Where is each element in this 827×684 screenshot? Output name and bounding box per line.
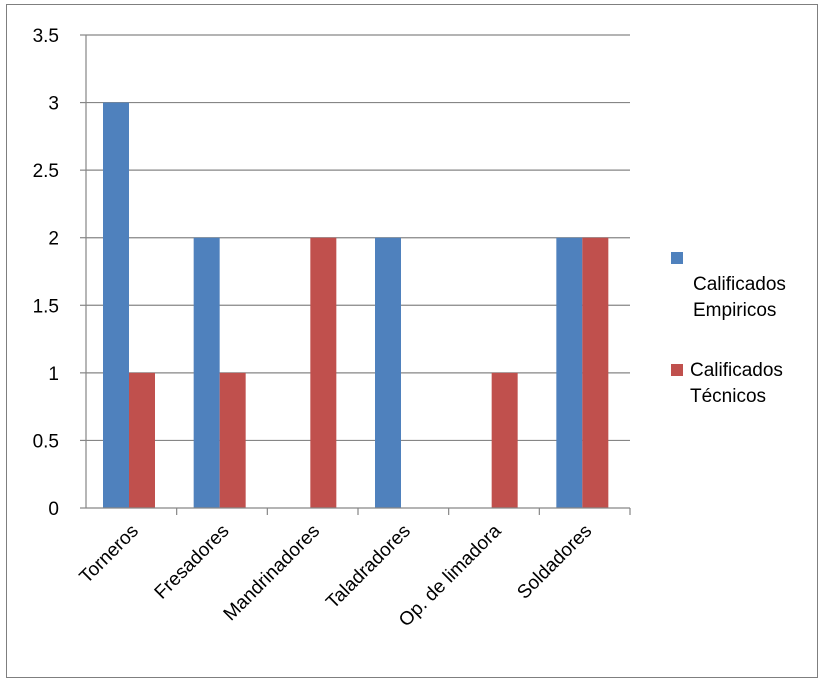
bar-empiricos [193,237,220,508]
chart-frame [6,4,818,678]
y-tick-label: 1 [48,364,59,385]
bar-tecnicos [582,237,609,508]
x-tick-label: Torneros [76,521,143,588]
legend-swatch [671,364,683,376]
gridlines [86,34,630,442]
bar-empiricos [375,237,401,508]
bars [103,102,609,509]
legend-swatch [671,252,683,264]
bar-tecnicos [219,372,246,508]
legend-label: Calificados [693,274,786,295]
x-axis-labels: Torneros FresadoresMandrinadoresTaladrado… [76,520,596,631]
x-tick-label: Fresadores [151,521,234,604]
y-tick-label: 0 [48,499,59,520]
legend: Calificados Empiricos Calificados Técnicos [671,252,786,407]
y-tick-label: 2 [48,229,59,250]
y-axis-labels: 0 0.5 1 1.5 2 2.5 3 3.5 [33,26,59,520]
x-tick-label: Mandrinadores [220,521,324,625]
x-tick-label: Taladradores [322,521,415,614]
axes [80,34,631,515]
bar-tecnicos [491,372,518,508]
y-tick-label: 2.5 [33,161,59,182]
y-tick-label: 1.5 [33,296,59,317]
bar-empiricos [556,237,583,508]
bar-tecnicos [310,237,337,508]
bar-tecnicos [129,372,155,508]
y-tick-label: 3.5 [33,26,59,47]
y-tick-label: 3 [48,94,59,115]
bar-empiricos [103,102,129,509]
legend-label: Técnicos [690,386,766,407]
legend-label: Empiricos [693,300,776,321]
x-tick-label: Soldadores [513,521,596,604]
legend-label: Calificados [690,360,783,381]
y-tick-label: 0.5 [33,431,59,452]
